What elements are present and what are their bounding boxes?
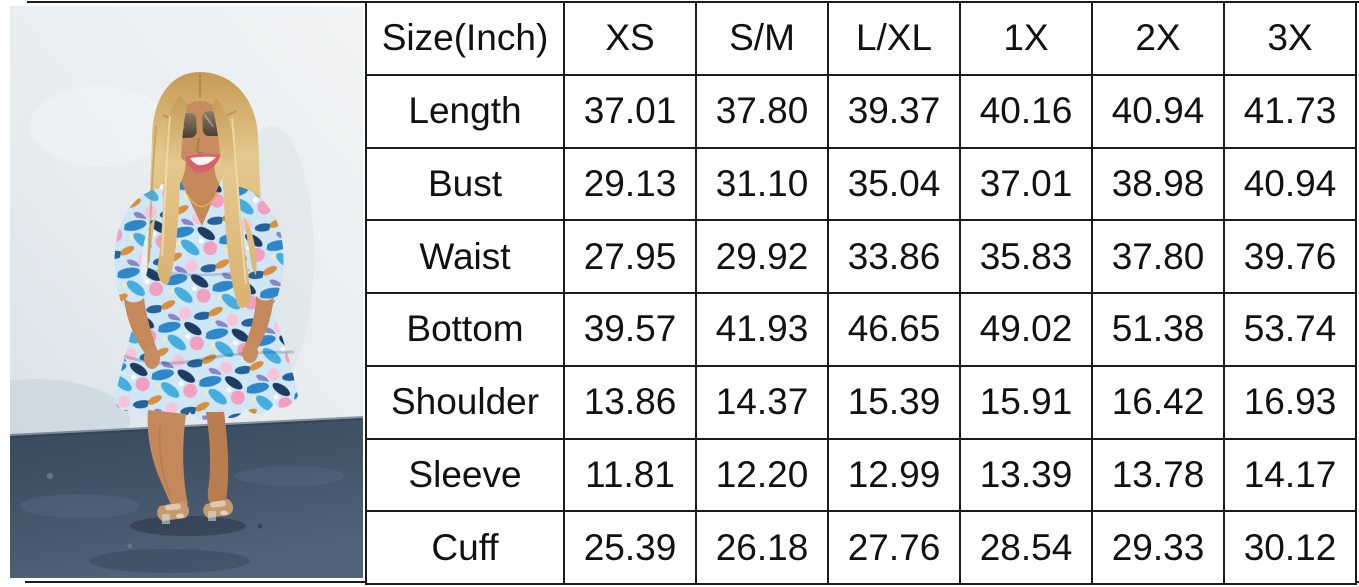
header-row: Size(Inch) XS S/M L/XL 1X 2X 3X xyxy=(365,1,1357,76)
row-label: Cuff xyxy=(365,510,565,585)
measurement-cell: 15.91 xyxy=(959,364,1093,440)
corner-cell: Size(Inch) xyxy=(365,1,565,76)
measurement-cell: 37.01 xyxy=(563,73,697,149)
measurement-cell: 37.01 xyxy=(959,146,1093,222)
size-chart-table: Size(Inch) XS S/M L/XL 1X 2X 3X Length 3… xyxy=(365,1,1357,585)
measurement-cell: 13.39 xyxy=(959,437,1093,513)
measurement-cell: 28.54 xyxy=(959,510,1093,585)
model-sandals xyxy=(157,499,234,524)
row-label: Shoulder xyxy=(365,364,565,440)
measurement-cell: 33.86 xyxy=(827,219,961,294)
table-row-bottom: Bottom 39.57 41.93 46.65 49.02 51.38 53.… xyxy=(365,292,1357,367)
measurement-cell: 37.80 xyxy=(1091,219,1225,294)
row-label: Bottom xyxy=(365,292,565,367)
column-header-3x: 3X xyxy=(1223,1,1357,76)
measurement-cell: 25.39 xyxy=(563,510,697,585)
measurement-cell: 41.73 xyxy=(1223,73,1357,149)
table-row-cuff: Cuff 25.39 26.18 27.76 28.54 29.33 30.12 xyxy=(365,510,1357,585)
necklace xyxy=(186,191,219,208)
column-header-1x: 1X xyxy=(959,1,1093,76)
measurement-cell: 14.37 xyxy=(695,364,829,440)
measurement-cell: 37.80 xyxy=(695,73,829,149)
model-legs xyxy=(147,410,229,508)
measurement-cell: 51.38 xyxy=(1091,292,1225,367)
row-label: Waist xyxy=(365,219,565,294)
model-photo-illustration xyxy=(10,6,363,578)
measurement-cell: 35.83 xyxy=(959,219,1093,294)
measurement-cell: 39.57 xyxy=(563,292,697,367)
measurement-cell: 27.95 xyxy=(563,219,697,294)
measurement-cell: 16.42 xyxy=(1091,364,1225,440)
measurement-cell: 13.78 xyxy=(1091,437,1225,513)
measurement-cell: 53.74 xyxy=(1223,292,1357,367)
column-header-xs: XS xyxy=(563,1,697,76)
measurement-cell: 16.93 xyxy=(1223,364,1357,440)
measurement-cell: 35.04 xyxy=(827,146,961,222)
measurement-cell: 40.16 xyxy=(959,73,1093,149)
table-row-waist: Waist 27.95 29.92 33.86 35.83 37.80 39.7… xyxy=(365,219,1357,294)
measurement-cell: 29.13 xyxy=(563,146,697,222)
measurement-cell: 14.17 xyxy=(1223,437,1357,513)
column-header-sm: S/M xyxy=(695,1,829,76)
measurement-cell: 12.20 xyxy=(695,437,829,513)
measurement-cell: 13.86 xyxy=(563,364,697,440)
measurement-cell: 39.76 xyxy=(1223,219,1357,294)
row-label: Length xyxy=(365,73,565,149)
model-hair-front xyxy=(148,74,252,308)
measurement-cell: 49.02 xyxy=(959,292,1093,367)
column-header-lxl: L/XL xyxy=(827,1,961,76)
measurement-cell: 26.18 xyxy=(695,510,829,585)
measurement-cell: 27.76 xyxy=(827,510,961,585)
measurement-cell: 39.37 xyxy=(827,73,961,149)
measurement-cell: 29.92 xyxy=(695,219,829,294)
table-row-bust: Bust 29.13 31.10 35.04 37.01 38.98 40.94 xyxy=(365,146,1357,222)
measurement-cell: 11.81 xyxy=(563,437,697,513)
measurement-cell: 41.93 xyxy=(695,292,829,367)
measurement-cell: 40.94 xyxy=(1091,73,1225,149)
product-photo xyxy=(10,6,363,578)
measurement-cell: 15.39 xyxy=(827,364,961,440)
measurement-cell: 30.12 xyxy=(1223,510,1357,585)
row-label: Sleeve xyxy=(365,437,565,513)
dress-skirt xyxy=(114,268,298,421)
table-row-sleeve: Sleeve 11.81 12.20 12.99 13.39 13.78 14.… xyxy=(365,437,1357,513)
model-arms xyxy=(124,296,274,369)
size-chart: Size(Inch) XS S/M L/XL 1X 2X 3X Length 3… xyxy=(365,1,1357,585)
column-header-2x: 2X xyxy=(1091,1,1225,76)
table-row-shoulder: Shoulder 13.86 14.37 15.39 15.91 16.42 1… xyxy=(365,364,1357,440)
floor-shadow xyxy=(130,516,246,536)
measurement-cell: 12.99 xyxy=(827,437,961,513)
table-row-length: Length 37.01 37.80 39.37 40.16 40.94 41.… xyxy=(365,73,1357,149)
measurement-cell: 31.10 xyxy=(695,146,829,222)
row-label: Bust xyxy=(365,146,565,222)
measurement-cell: 40.94 xyxy=(1223,146,1357,222)
measurement-cell: 38.98 xyxy=(1091,146,1225,222)
measurement-cell: 46.65 xyxy=(827,292,961,367)
measurement-cell: 29.33 xyxy=(1091,510,1225,585)
